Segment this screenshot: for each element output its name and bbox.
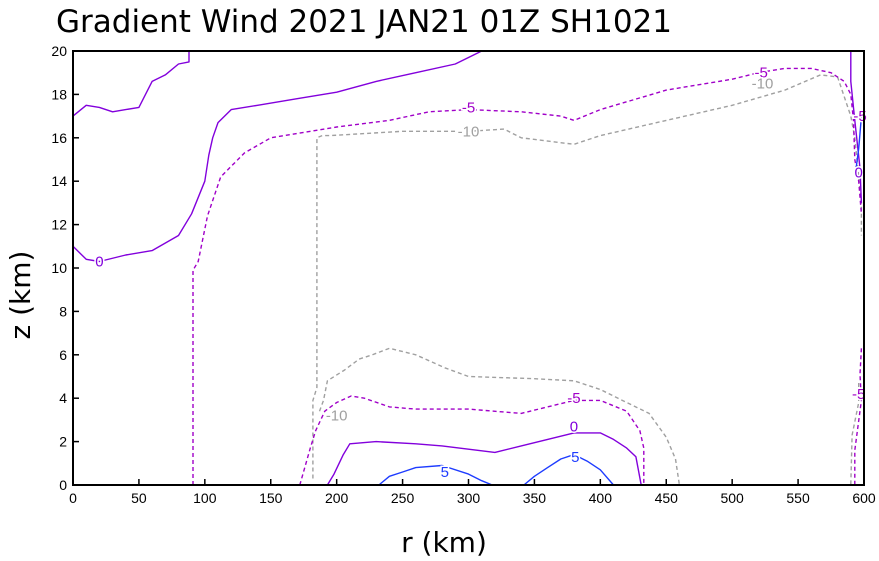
y-tick-label: 4: [59, 390, 67, 406]
contour-label-2: -10: [752, 76, 774, 93]
y-tick-label: 20: [51, 43, 67, 59]
contour-label-12: -5: [852, 386, 865, 403]
contour-line-level-0-8: [326, 432, 642, 486]
contour-line-level-0-9: [850, 51, 863, 203]
contour-line-level-5-12: [855, 116, 863, 169]
x-tick-label: 400: [589, 490, 613, 506]
x-tick-label: 600: [852, 490, 876, 506]
x-tick-label: 350: [523, 490, 547, 506]
contour-label-5: 0: [855, 165, 863, 182]
y-axis-ticks: 0 2 4 6 8 10 12 14 16 18 20: [51, 43, 79, 493]
contour-line-level-0-6: [72, 51, 190, 117]
contour-label-1: -5: [754, 65, 767, 82]
contour-line-level-5-10: [378, 464, 493, 486]
y-tick-label: 0: [59, 477, 67, 493]
contour-label-4: -10: [458, 123, 480, 140]
contour-label-8: -5: [567, 390, 580, 407]
contour-line-level--10-2: [850, 383, 860, 486]
chart-title: Gradient Wind 2021 JAN21 01Z SH1021: [56, 4, 672, 40]
x-tick-label: 100: [193, 490, 217, 506]
contour-label-3: -5: [462, 99, 475, 116]
y-tick-label: 14: [51, 173, 67, 189]
contour-label-7: -10: [326, 408, 348, 425]
x-tick-label: 550: [786, 490, 810, 506]
x-tick-label: 250: [391, 490, 415, 506]
contour-label-11: 5: [571, 449, 579, 466]
contour-line-level--5-3: [192, 67, 863, 485]
x-tick-label: 450: [655, 490, 679, 506]
y-tick-label: 6: [59, 347, 67, 363]
contour-line-level-0-7: [72, 50, 483, 263]
contour-label-10: 5: [441, 464, 449, 481]
x-tick-label: 150: [259, 490, 283, 506]
y-tick-label: 10: [51, 260, 67, 276]
x-tick-label: 500: [720, 490, 744, 506]
y-tick-label: 12: [51, 217, 67, 233]
y-tick-label: 8: [59, 303, 67, 319]
contour-label-9: 0: [570, 418, 578, 435]
y-axis-label: z (km): [4, 251, 37, 340]
contour-line-level--5-5: [854, 348, 863, 485]
x-tick-label: 200: [325, 490, 349, 506]
contour-lines: [72, 50, 863, 486]
contour-label-0: 0: [95, 253, 103, 270]
contour-line-level--5-4: [299, 395, 645, 486]
x-tick-label: 300: [457, 490, 481, 506]
x-tick-label: 50: [131, 490, 147, 506]
y-tick-label: 16: [51, 130, 67, 146]
x-axis-ticks: 0 50 100 150 200 250 300 350 400 450 500 550 600: [69, 479, 876, 506]
contour-line-level--10-1: [318, 347, 681, 486]
contour-line-level-5-11: [523, 453, 615, 486]
x-tick-label: 0: [69, 490, 77, 506]
y-tick-label: 2: [59, 434, 67, 450]
contour-line-level--10-0: [312, 74, 863, 479]
y-tick-label: 18: [51, 86, 67, 102]
x-axis-label: r (km): [401, 526, 487, 559]
